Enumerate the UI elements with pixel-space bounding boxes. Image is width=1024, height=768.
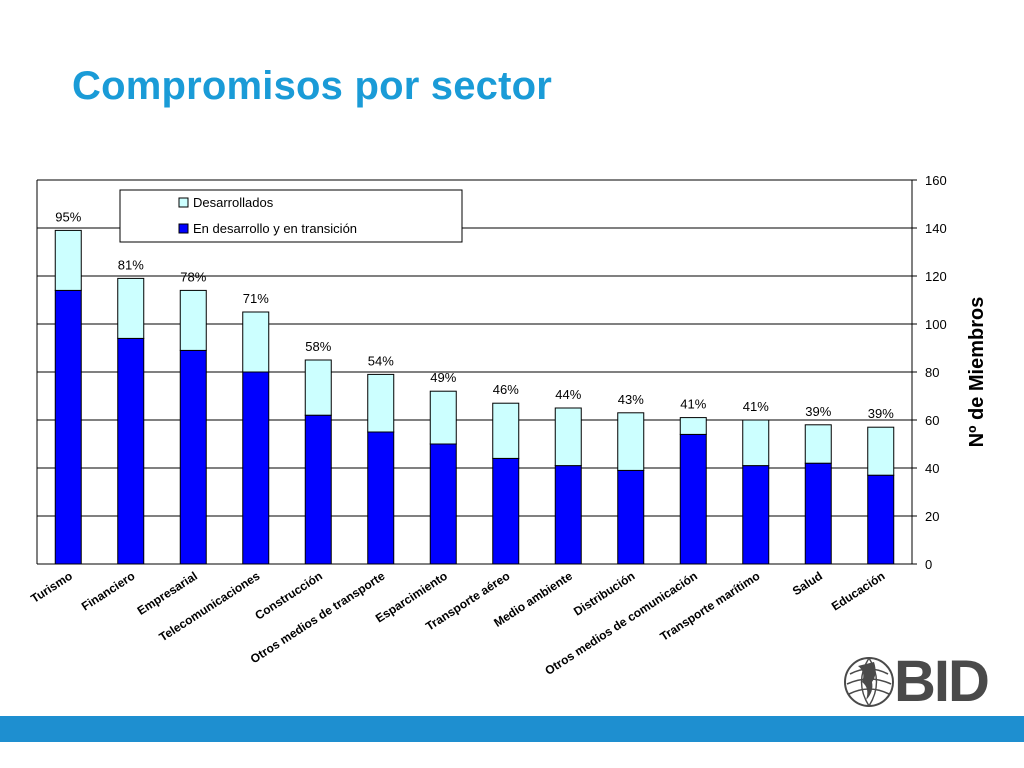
category-label: Financiero xyxy=(79,569,138,614)
data-label: 43% xyxy=(618,392,644,407)
data-label: 78% xyxy=(180,269,206,284)
bar-developing xyxy=(804,462,832,565)
bar-developed xyxy=(304,359,332,416)
bar-developed xyxy=(179,289,207,351)
data-label: 81% xyxy=(118,257,144,272)
category-label: Salud xyxy=(790,569,825,599)
y-axis: 0 20 40 60 80 100 120 140 160 xyxy=(36,173,947,572)
category-label: Educación xyxy=(829,569,888,614)
data-label: 58% xyxy=(305,339,331,354)
y-tick-label: 160 xyxy=(925,173,947,188)
data-label: 95% xyxy=(55,209,81,224)
bar-developed xyxy=(867,426,895,476)
y-tick-label: 60 xyxy=(925,413,939,428)
bar-developing xyxy=(429,443,457,565)
category-label: Telecomunicaciones xyxy=(157,569,263,645)
y-tick-label: 100 xyxy=(925,317,947,332)
data-label: 54% xyxy=(368,353,394,368)
bid-logo: BID xyxy=(844,649,1004,714)
bar-developed xyxy=(679,417,707,435)
data-label: 39% xyxy=(868,406,894,421)
bar-developing xyxy=(617,469,645,565)
logo-text: BID xyxy=(894,649,990,714)
bar-developed xyxy=(742,419,770,467)
legend: Desarrollados En desarrollo y en transic… xyxy=(119,189,463,243)
globe-icon xyxy=(844,657,894,707)
sector-commitments-chart: 0 20 40 60 80 100 120 140 160 95% 81% 78% 71% 58% 54%… xyxy=(28,173,988,678)
y-tick-label: 80 xyxy=(925,365,939,380)
bar-developed xyxy=(554,407,582,467)
data-labels: 95% 81% 78% 71% 58% 54% 49% 46% 44% 43% 41% 41% 39% 3… xyxy=(55,209,894,421)
bar-developed xyxy=(54,229,82,291)
y-tick-label: 40 xyxy=(925,461,939,476)
bar-developed xyxy=(429,390,457,445)
data-label: 41% xyxy=(743,399,769,414)
y-tick-label: 0 xyxy=(925,557,932,572)
legend-label-developing: En desarrollo y en transición xyxy=(193,221,357,236)
y-tick-label: 140 xyxy=(925,221,947,236)
y-tick-label: 20 xyxy=(925,509,939,524)
bar-developing xyxy=(242,371,270,565)
bar-developed xyxy=(242,311,270,373)
bar-developing xyxy=(54,289,82,565)
data-label: 41% xyxy=(680,397,706,412)
bar-developed xyxy=(492,402,520,459)
bar-developing xyxy=(867,474,895,565)
bar-developed xyxy=(804,424,832,464)
bar-developing xyxy=(679,433,707,565)
y-tick-label: 120 xyxy=(925,269,947,284)
data-label: 71% xyxy=(243,291,269,306)
category-label: Turismo xyxy=(28,569,75,606)
data-label: 46% xyxy=(493,382,519,397)
data-label: 49% xyxy=(430,370,456,385)
category-labels: Turismo FinancieroEmpresarialTelecomunica… xyxy=(28,569,887,678)
y-axis-title: Nº de Miembros xyxy=(966,297,988,448)
bar-developing xyxy=(304,414,332,565)
legend-box xyxy=(119,189,463,243)
bar-developing xyxy=(492,457,520,565)
bar-developing xyxy=(117,337,145,565)
data-label: 39% xyxy=(805,404,831,419)
slide-title: Compromisos por sector xyxy=(72,64,553,108)
legend-swatch-developed xyxy=(178,197,189,208)
bar-developing xyxy=(367,431,395,565)
data-label: 44% xyxy=(555,387,581,402)
bar-developing xyxy=(742,465,770,565)
bar-developed xyxy=(367,373,395,433)
bars xyxy=(54,229,895,565)
footer-bar xyxy=(0,716,1024,742)
bar-developed xyxy=(117,277,145,339)
bar-developing xyxy=(179,349,207,565)
legend-swatch-developing xyxy=(178,223,189,234)
bar-developing xyxy=(554,465,582,565)
legend-label-developed: Desarrollados xyxy=(193,195,274,210)
bar-developed xyxy=(617,412,645,471)
